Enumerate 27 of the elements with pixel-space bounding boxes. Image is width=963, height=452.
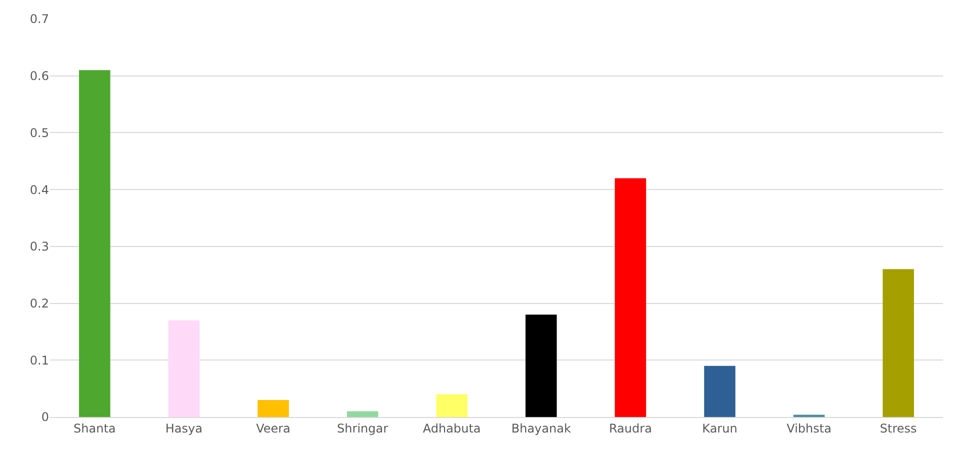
- x-tick-label: Veera: [256, 421, 290, 436]
- bar: [614, 178, 646, 417]
- bar: [704, 366, 736, 417]
- x-tick-label: Stress: [880, 421, 917, 436]
- x-tick-label: Bhayanak: [511, 421, 571, 436]
- y-tick-label: 0.6: [30, 69, 49, 84]
- bar: [79, 70, 110, 417]
- bar: [882, 269, 914, 417]
- x-tick-label: Hasya: [165, 421, 202, 436]
- bar: [526, 314, 557, 417]
- bar: [258, 400, 289, 417]
- x-tick-label: Vibhsta: [786, 421, 832, 436]
- y-tick-label: 0.7: [30, 12, 49, 26]
- x-tick-label: Shringar: [337, 421, 388, 436]
- y-tick-label: 0.3: [30, 240, 49, 254]
- bar: [168, 320, 200, 417]
- bar: [436, 394, 468, 417]
- x-tick-label: Raudra: [608, 421, 652, 436]
- y-tick-label: 0: [41, 410, 49, 424]
- x-tick-label: Shanta: [74, 421, 116, 436]
- x-tick-label: Karun: [702, 421, 738, 436]
- y-tick-label: 0.5: [30, 126, 49, 140]
- y-tick-label: 0.1: [30, 353, 49, 368]
- y-tick-label: 0.2: [30, 296, 49, 310]
- bar: [346, 411, 378, 417]
- x-tick-label: Adhabuta: [422, 421, 481, 436]
- y-tick-label: 0.4: [30, 182, 49, 197]
